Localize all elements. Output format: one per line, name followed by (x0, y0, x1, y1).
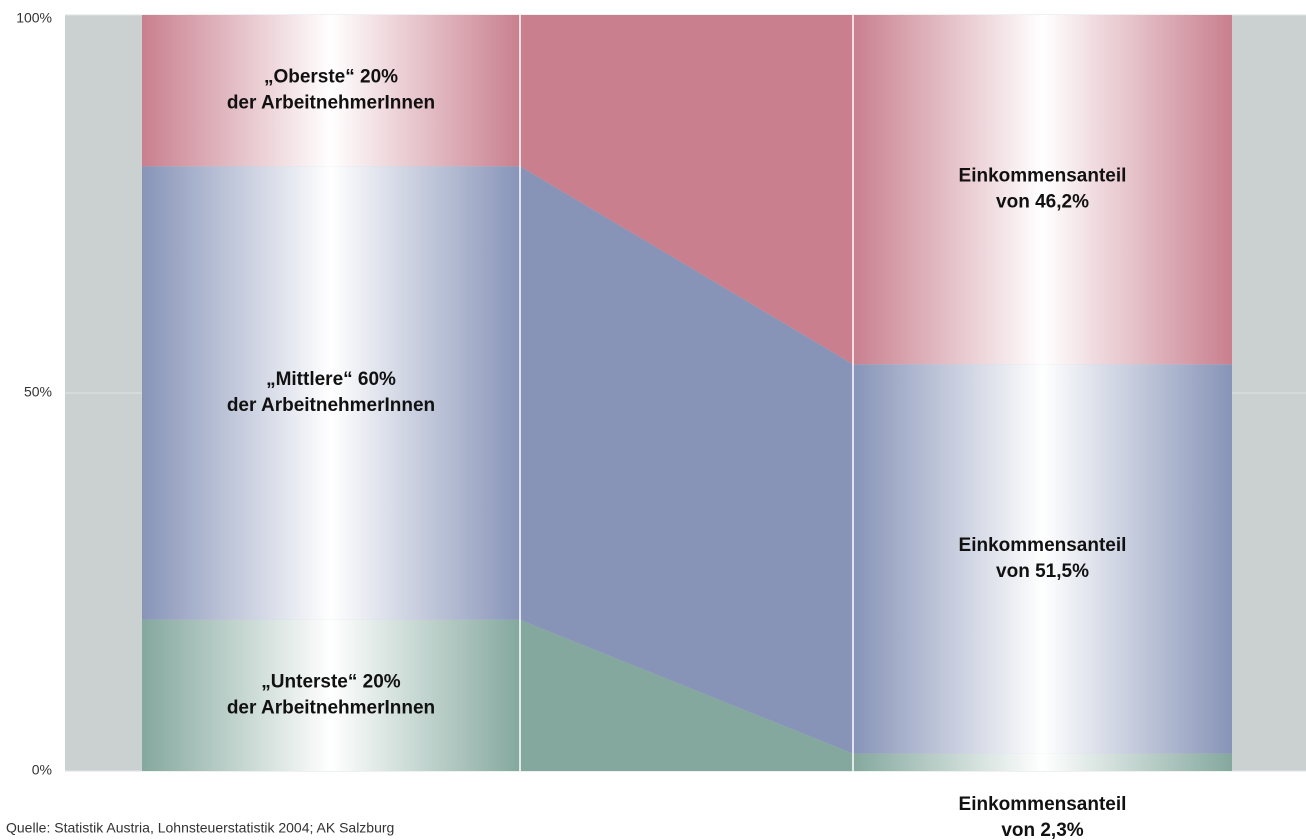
flow-band (520, 166, 853, 754)
data-label: Einkommensanteil (959, 794, 1127, 815)
y-tick-label: 50% (24, 384, 52, 400)
data-label: der ArbeitnehmerInnen (227, 395, 435, 416)
bar-segment (142, 15, 520, 167)
data-label: der ArbeitnehmerInnen (227, 697, 435, 718)
source: Quelle: Statistik Austria, Lohnsteuersta… (6, 820, 394, 836)
bar-segment (142, 619, 520, 771)
data-label: Einkommensanteil (959, 535, 1127, 556)
data-label: von 2,3% (1001, 820, 1083, 840)
flow-band (520, 619, 853, 771)
plot: 0% 50% 100% „Unterste“ 20% der ArbeitnehmerI… (16, 10, 1306, 840)
data-label: Einkommensanteil (959, 166, 1127, 187)
bar-segment (853, 15, 1232, 365)
data-label: von 51,5% (996, 561, 1089, 582)
y-tick-label: 0% (32, 762, 52, 778)
data-label: der ArbeitnehmerInnen (227, 93, 435, 114)
data-label: „Oberste“ 20% (264, 67, 398, 88)
data-label: „Unterste“ 20% (261, 671, 400, 692)
data-label: „Mittlere“ 60% (266, 369, 396, 390)
flow-band (520, 15, 853, 365)
y-tick-label: 100% (16, 10, 52, 26)
bar-segment (853, 753, 1232, 771)
data-label: von 46,2% (996, 192, 1089, 213)
bar-segment (142, 166, 520, 620)
bar-segment (853, 364, 1232, 754)
